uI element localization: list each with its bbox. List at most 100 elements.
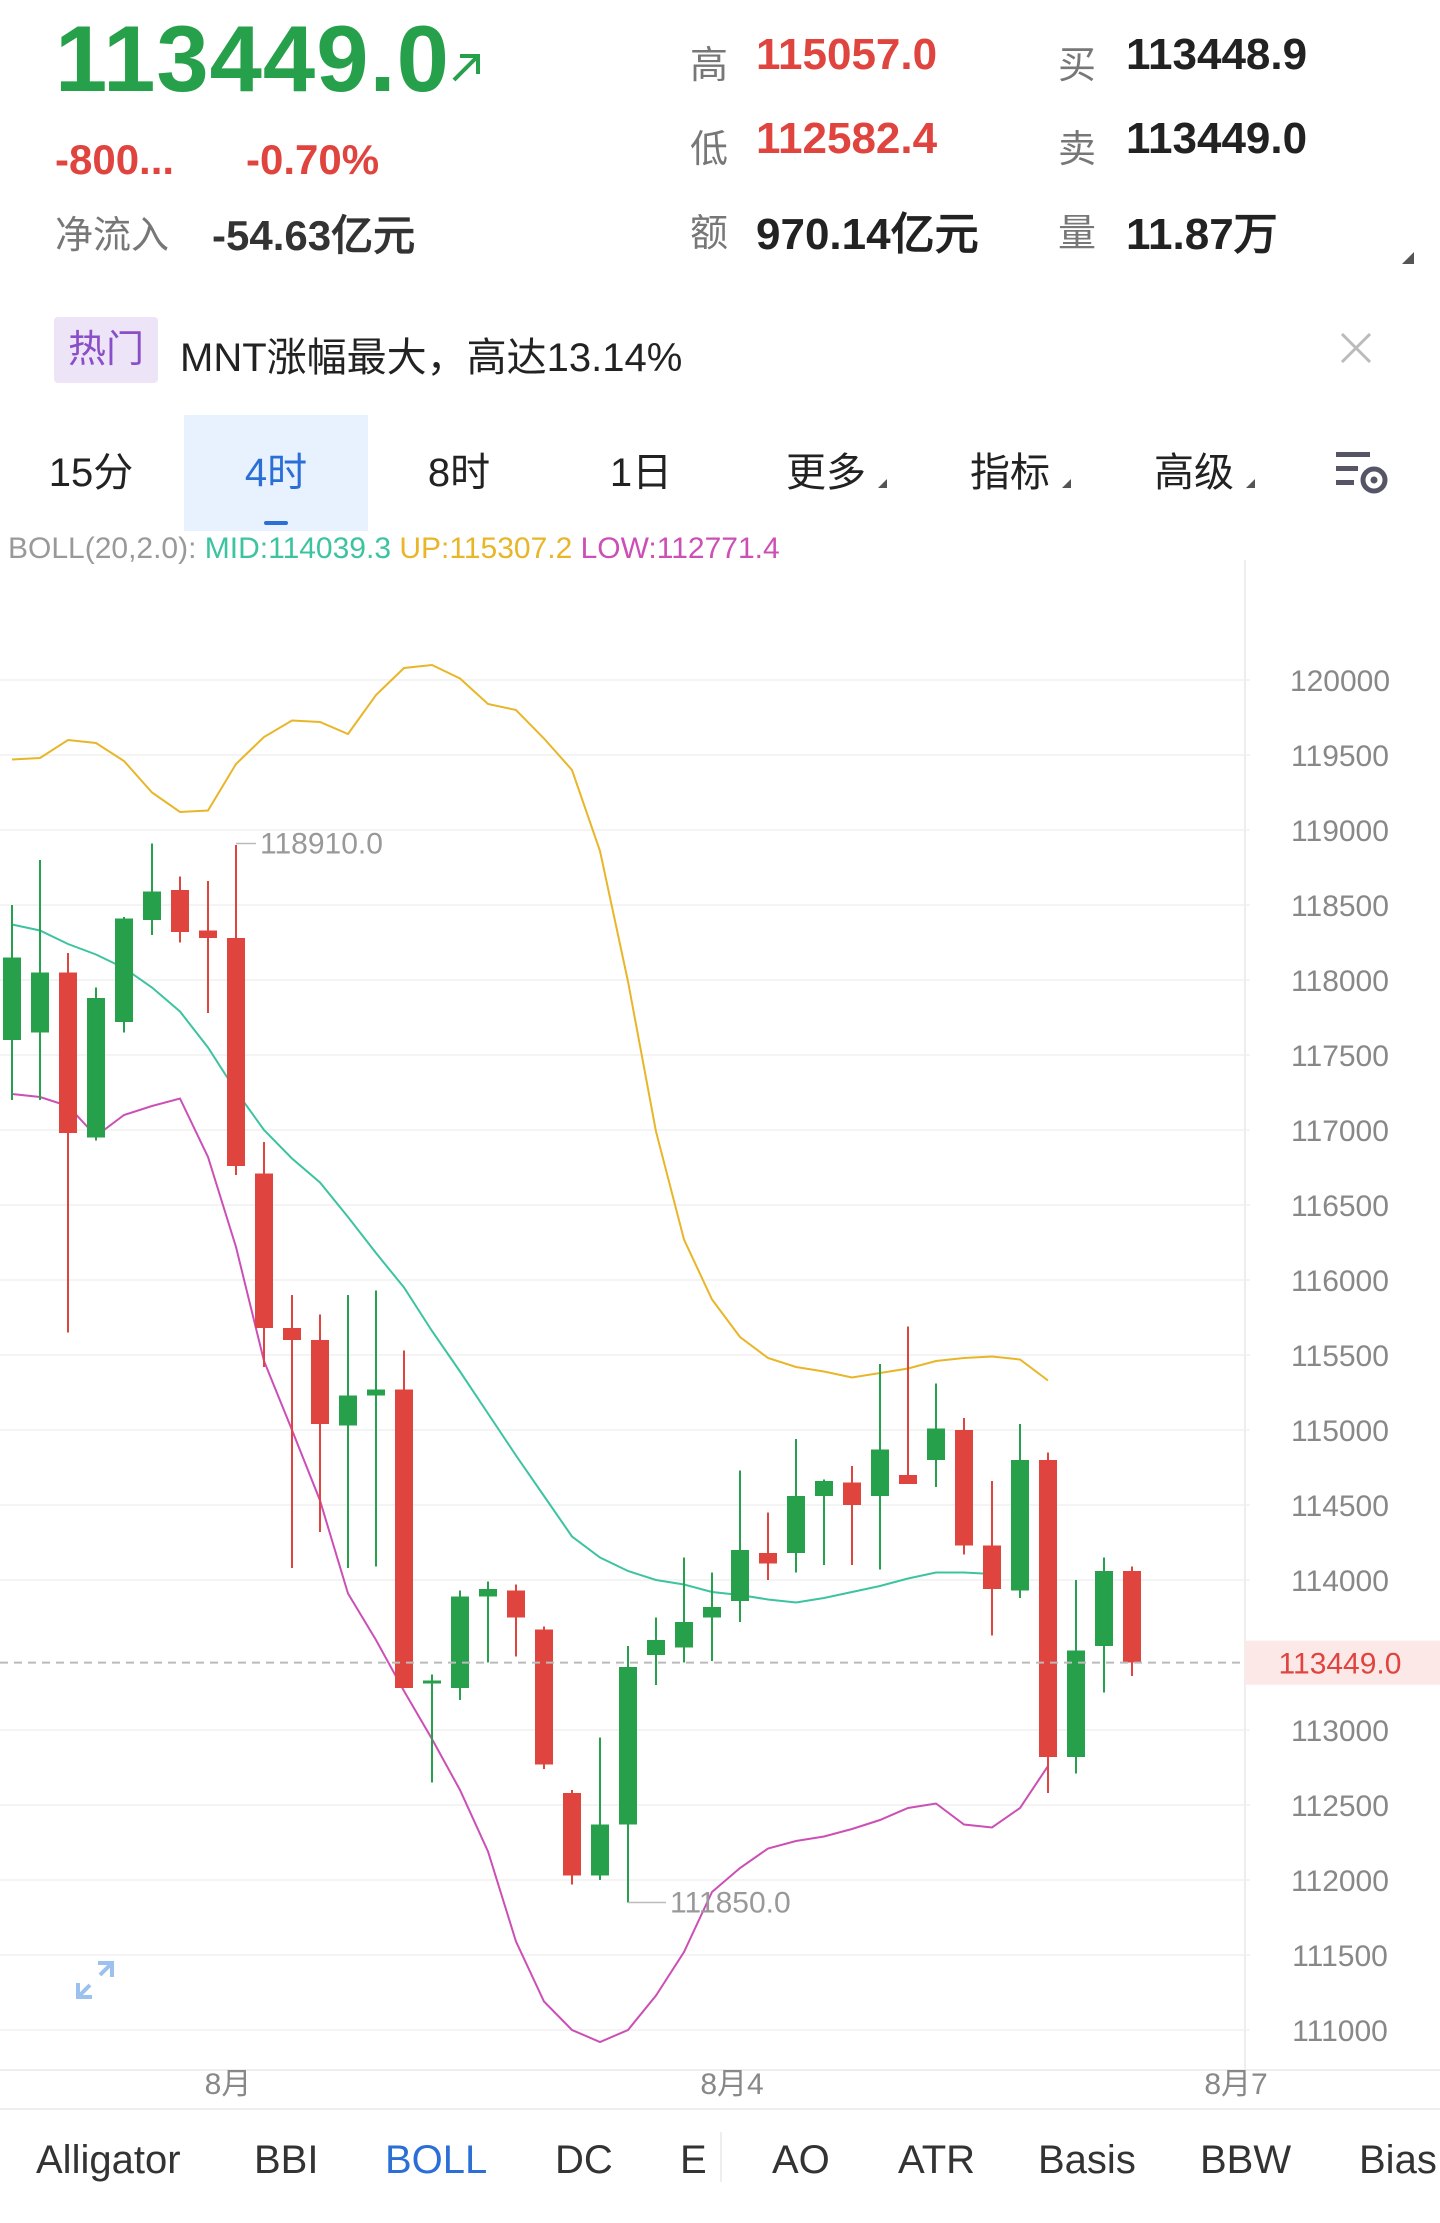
low-label: 低 bbox=[690, 129, 729, 171]
indicator-basis[interactable]: Basis bbox=[1038, 2138, 1136, 2182]
candle-body bbox=[563, 1793, 581, 1876]
candle-body bbox=[899, 1475, 917, 1484]
candle-body bbox=[451, 1596, 469, 1688]
indicator-dc[interactable]: DC bbox=[555, 2138, 613, 2182]
candle-body bbox=[983, 1545, 1001, 1589]
candle-body bbox=[675, 1622, 693, 1648]
net-inflow-label: 净流入 bbox=[55, 215, 170, 257]
candle-body bbox=[1067, 1650, 1085, 1757]
tab-indicators[interactable]: 指标 bbox=[918, 415, 1102, 531]
candle-body bbox=[619, 1667, 637, 1825]
sell-value: 113449.0 bbox=[1126, 114, 1308, 163]
indicator-divider bbox=[720, 2132, 722, 2182]
candle-body bbox=[1095, 1571, 1113, 1646]
y-tick-label: 117000 bbox=[1291, 1115, 1389, 1148]
indicator-bias[interactable]: Bias bbox=[1359, 2138, 1437, 2182]
high-value: 115057.0 bbox=[756, 30, 938, 79]
candle-body bbox=[535, 1629, 553, 1765]
candle-body bbox=[955, 1430, 973, 1546]
indicator-bbi[interactable]: BBI bbox=[254, 2138, 319, 2182]
price-change-pct: -0.70% bbox=[246, 136, 380, 183]
boll-legend: BOLL(20,2.0): MID:114039.3 UP:115307.2 L… bbox=[8, 532, 780, 566]
tab-15m[interactable]: 15分 bbox=[48, 451, 134, 495]
indicator-atr[interactable]: ATR bbox=[898, 2138, 976, 2182]
candle-body bbox=[171, 890, 189, 932]
tab-8h[interactable]: 8时 bbox=[427, 451, 491, 495]
tab-1d[interactable]: 1日 bbox=[609, 451, 673, 495]
candle-body bbox=[1123, 1571, 1141, 1663]
candle-body bbox=[115, 918, 133, 1022]
amount-value: 970.14亿元 bbox=[756, 210, 979, 259]
indicator-ao[interactable]: AO bbox=[772, 2138, 830, 2182]
y-tick-label: 115000 bbox=[1291, 1415, 1389, 1448]
indicator-bbw[interactable]: BBW bbox=[1200, 2138, 1292, 2182]
net-inflow-value: -54.63亿元 bbox=[212, 212, 416, 259]
tab-active-indicator bbox=[264, 521, 288, 525]
chart-settings-icon[interactable] bbox=[1334, 448, 1390, 498]
y-tick-label: 120000 bbox=[1290, 665, 1390, 698]
expand-stats-icon[interactable] bbox=[1402, 252, 1414, 264]
boll-upper-band bbox=[11, 663, 1049, 1382]
y-tick-label: 111000 bbox=[1292, 2015, 1388, 2048]
candle-body bbox=[199, 930, 217, 938]
x-tick-label: 8月 bbox=[205, 2068, 252, 2101]
candle-body bbox=[59, 972, 77, 1133]
candle-body bbox=[255, 1173, 273, 1328]
expand-chart-icon[interactable] bbox=[72, 1957, 118, 2003]
amount-label: 额 bbox=[690, 213, 729, 255]
indicator-boll[interactable]: BOLL bbox=[385, 2138, 488, 2182]
x-tick-label: 8月4 bbox=[700, 2068, 763, 2101]
candle-body bbox=[927, 1428, 945, 1460]
candle-body bbox=[731, 1550, 749, 1601]
tab-4h[interactable]: 4时 bbox=[184, 415, 368, 531]
buy-value: 113448.9 bbox=[1126, 30, 1308, 79]
indicator-e[interactable]: E bbox=[680, 2138, 707, 2182]
high-label: 高 bbox=[690, 45, 729, 87]
candle-body bbox=[339, 1395, 357, 1426]
candle-body bbox=[423, 1680, 441, 1684]
arrow-up-right-icon bbox=[452, 54, 480, 82]
candle-body bbox=[3, 957, 21, 1040]
candle-body bbox=[143, 891, 161, 920]
candle-body bbox=[815, 1481, 833, 1496]
low-annotation: 111850.0 bbox=[670, 1887, 791, 1920]
y-tick-label: 118000 bbox=[1291, 965, 1389, 998]
y-tick-label: 115500 bbox=[1291, 1340, 1389, 1373]
volume-value: 11.87万 bbox=[1126, 210, 1278, 259]
candle-body bbox=[591, 1824, 609, 1876]
x-tick-label: 8月7 bbox=[1204, 2068, 1267, 2101]
close-icon[interactable] bbox=[1334, 326, 1378, 370]
y-tick-label: 116000 bbox=[1291, 1265, 1389, 1298]
candle-body bbox=[1039, 1460, 1057, 1757]
candle-body bbox=[227, 938, 245, 1166]
price-chart[interactable]: 120000 119500 119000 118500 118000 117500 1170… bbox=[0, 560, 1440, 2108]
tab-advanced[interactable]: 高级 bbox=[1102, 415, 1286, 531]
boll-mid: MID:114039.3 bbox=[204, 532, 392, 565]
sell-label: 卖 bbox=[1058, 129, 1097, 171]
candle-body bbox=[395, 1389, 413, 1688]
y-tick-label: 114500 bbox=[1291, 1490, 1389, 1523]
y-tick-label: 119000 bbox=[1291, 815, 1389, 848]
tab-more[interactable]: 更多 bbox=[734, 415, 918, 531]
candle-body bbox=[479, 1589, 497, 1597]
candle-body bbox=[871, 1449, 889, 1496]
current-price-tag bbox=[1245, 1640, 1440, 1685]
y-tick-label: 111500 bbox=[1292, 1940, 1388, 1973]
candle-body bbox=[787, 1496, 805, 1553]
high-annotation: 118910.0 bbox=[260, 828, 383, 861]
boll-up: UP:115307.2 bbox=[399, 532, 573, 565]
candle-body bbox=[283, 1328, 301, 1340]
candle-body bbox=[843, 1482, 861, 1505]
candle-body bbox=[759, 1553, 777, 1564]
indicator-alligator[interactable]: Alligator bbox=[36, 2138, 181, 2182]
hot-news-text[interactable]: MNT涨幅最大，高达13.14% bbox=[180, 336, 683, 380]
candle-body bbox=[1011, 1460, 1029, 1591]
y-tick-label: 113000 bbox=[1291, 1715, 1389, 1748]
candle-body bbox=[31, 972, 49, 1033]
hot-tag: 热门 bbox=[54, 317, 158, 383]
price-change: -800... bbox=[55, 136, 175, 183]
volume-label: 量 bbox=[1058, 213, 1097, 255]
current-price-label: 113449.0 bbox=[1279, 1648, 1402, 1681]
y-tick-label: 114000 bbox=[1291, 1565, 1389, 1598]
current-price: 113449.0 bbox=[55, 6, 450, 111]
